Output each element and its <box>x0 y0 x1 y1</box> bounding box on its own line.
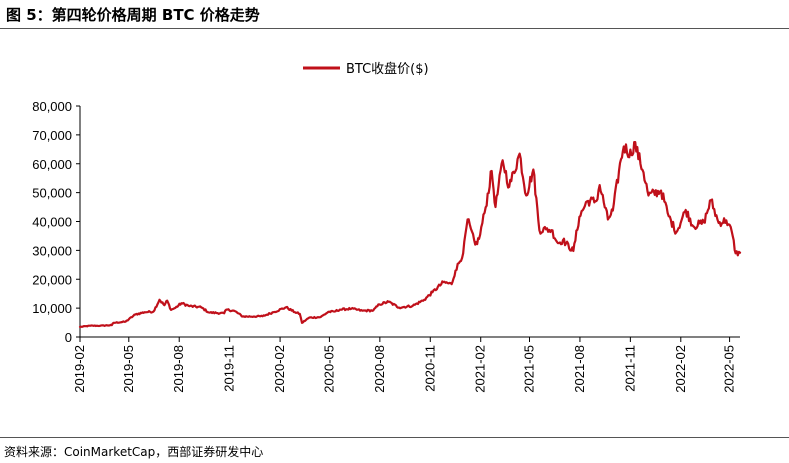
title-divider <box>0 28 789 29</box>
x-tick-label: 2020-08 <box>372 345 387 393</box>
y-axis-ticks: 0 10,000 20,000 30,000 40,000 50,000 60,000 70,… <box>32 99 80 345</box>
y-tick-label: 20,000 <box>32 272 72 287</box>
x-tick-label: 2019-05 <box>121 345 136 393</box>
x-tick-label: 2021-02 <box>473 345 488 393</box>
chart-legend: BTC收盘价($) <box>303 61 429 77</box>
x-tick-label: 2019-02 <box>72 345 87 393</box>
x-tick-label: 2020-02 <box>272 345 287 393</box>
x-tick-label: 2022-02 <box>673 345 688 393</box>
x-axis-ticks: 2019-02 2019-05 2019-08 2019-11 2020-02 2020-… <box>72 337 737 393</box>
source-note: 资料来源：CoinMarketCap，西部证券研发中心 <box>4 445 264 459</box>
y-tick-label: 0 <box>65 330 72 345</box>
y-tick-label: 70,000 <box>32 128 72 143</box>
btc-price-chart: BTC收盘价($) 0 10,000 20,000 30,000 40,000 50,00… <box>32 61 742 393</box>
x-tick-label: 2021-08 <box>572 345 587 393</box>
y-tick-label: 50,000 <box>32 186 72 201</box>
x-tick-label: 2019-11 <box>222 345 237 392</box>
x-tick-label: 2021-05 <box>522 345 537 393</box>
y-tick-label: 80,000 <box>32 99 72 114</box>
y-tick-label: 40,000 <box>32 215 72 230</box>
series-layer <box>78 140 742 328</box>
x-tick-label: 2021-11 <box>622 345 637 392</box>
y-tick-label: 30,000 <box>32 243 72 258</box>
chart-axes <box>79 106 740 338</box>
source-divider <box>0 437 789 438</box>
x-tick-label: 2020-05 <box>321 345 336 393</box>
x-tick-label: 2020-11 <box>422 345 437 392</box>
btc-price-line <box>78 140 742 328</box>
legend-label: BTC收盘价($) <box>346 61 429 77</box>
y-tick-label: 10,000 <box>32 301 72 316</box>
y-tick-label: 60,000 <box>32 157 72 172</box>
figure-title: 图 5：第四轮价格周期 BTC 价格走势 <box>6 6 260 24</box>
x-tick-label: 2019-08 <box>171 345 186 393</box>
x-tick-label: 2022-05 <box>722 345 737 393</box>
